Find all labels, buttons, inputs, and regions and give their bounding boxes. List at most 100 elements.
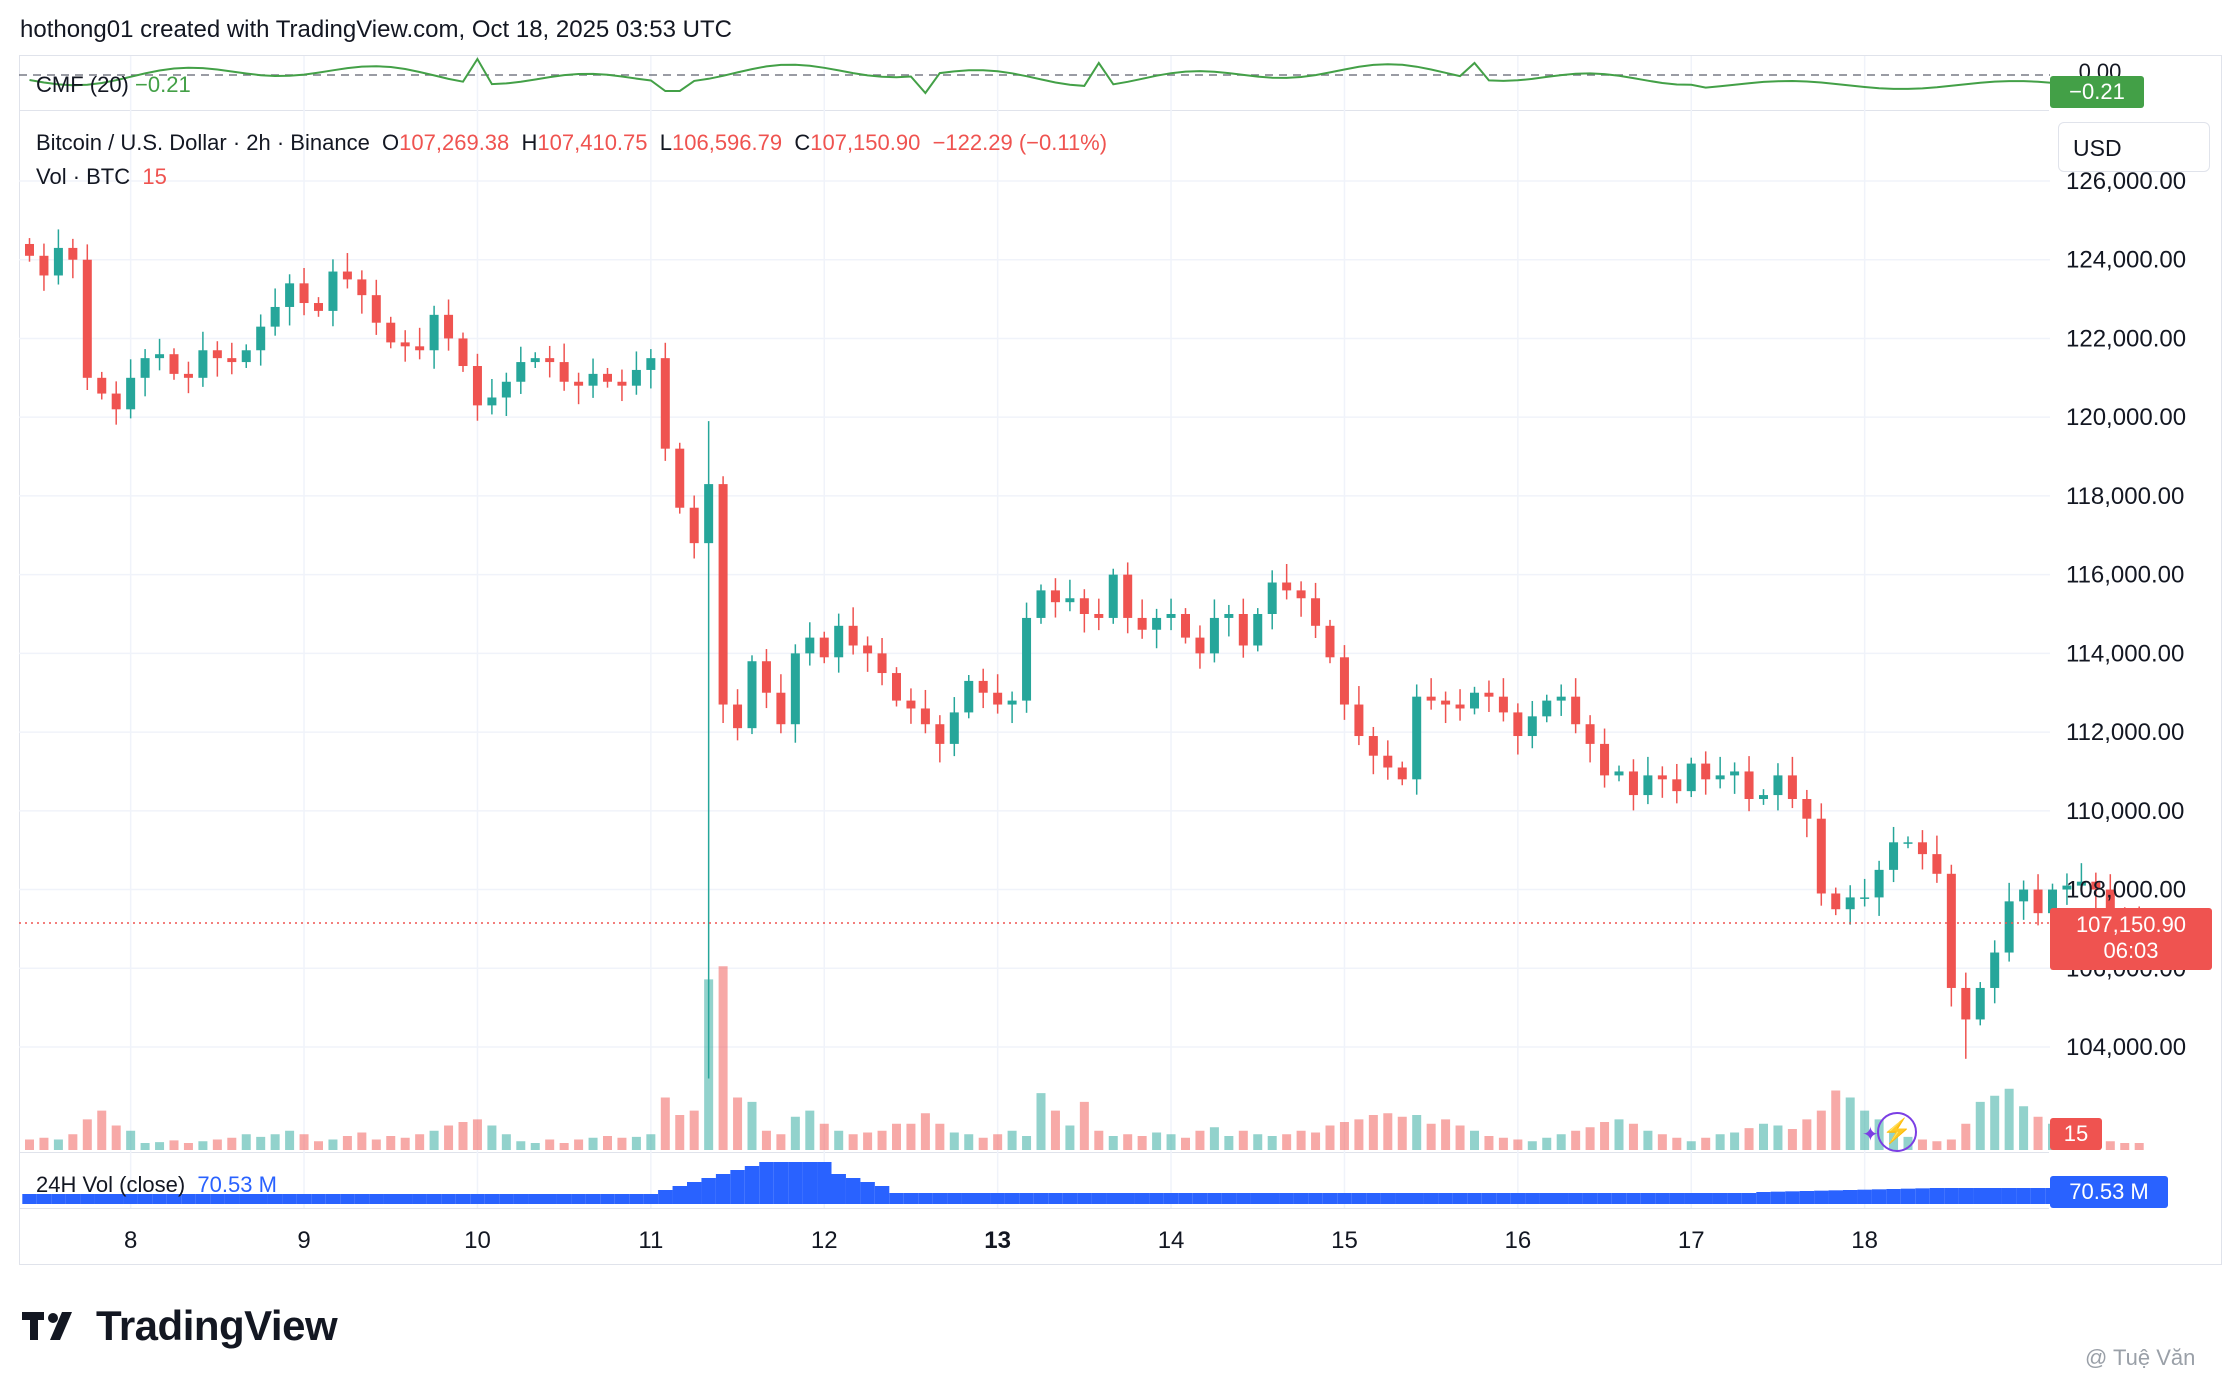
vol24-bar — [528, 1194, 543, 1204]
volume-bar — [949, 1132, 959, 1150]
vol24-bar — [137, 1194, 153, 1204]
candle-body — [400, 342, 410, 347]
volume-bar — [126, 1130, 136, 1150]
volume-bar — [978, 1137, 988, 1150]
vol24-bar — [94, 1194, 109, 1204]
lightning-icon[interactable]: ⚡ — [1877, 1112, 1917, 1152]
volume-bar — [675, 1115, 685, 1150]
candle-body — [1614, 771, 1624, 776]
vol24-bar — [1337, 1193, 1352, 1204]
x-tick-label: 10 — [464, 1227, 491, 1254]
vol24-bar — [658, 1190, 673, 1204]
candle-body — [1686, 763, 1696, 792]
candle-body — [1007, 700, 1017, 705]
volume-bar — [1354, 1119, 1364, 1150]
candle-body — [1874, 869, 1884, 898]
candle-body — [1542, 700, 1552, 717]
candle-body — [299, 283, 309, 304]
volume-bar — [660, 1097, 670, 1150]
vol24-bar — [759, 1162, 774, 1204]
volume-bar — [1152, 1132, 1162, 1150]
currency-button[interactable]: USD — [2058, 122, 2210, 172]
open-label: O — [382, 130, 400, 155]
tradingview-logo-text: TradingView — [96, 1302, 338, 1349]
vol24-bar — [1134, 1193, 1150, 1204]
vol24-bar — [123, 1194, 138, 1204]
volume-bar — [1975, 1101, 1985, 1150]
candle-body — [183, 373, 193, 378]
volume-bar — [1209, 1127, 1219, 1150]
volume-bar — [458, 1122, 468, 1150]
candle-body — [1657, 775, 1667, 780]
x-tick-label: 14 — [1158, 1227, 1185, 1254]
volume-bar — [689, 1110, 699, 1150]
candle-body — [877, 653, 887, 674]
volume-bar — [1166, 1134, 1176, 1150]
volume-bar — [1513, 1139, 1523, 1150]
vol24-bar — [1279, 1193, 1294, 1204]
vol24-bar — [282, 1194, 297, 1204]
candle-body — [1860, 897, 1870, 899]
vol24-bar — [976, 1193, 991, 1204]
candle-body — [617, 381, 627, 386]
candle-body — [1181, 614, 1190, 638]
candle-body — [704, 484, 714, 544]
volume-bar — [892, 1123, 901, 1150]
x-tick-label: 11 — [638, 1227, 663, 1254]
candle-body — [1267, 582, 1277, 614]
candle-body — [848, 625, 858, 646]
vol24-bar — [1033, 1193, 1049, 1204]
vol24-bar — [1814, 1190, 1829, 1204]
vol24-bar — [181, 1194, 196, 1204]
vol24-label: 24H Vol (close) — [36, 1172, 186, 1197]
candle-body — [1108, 574, 1118, 618]
candle-body — [1253, 614, 1263, 646]
candle-body — [155, 354, 165, 359]
candle-body — [1802, 799, 1812, 819]
vol24-bar — [1698, 1193, 1713, 1204]
volume-bar — [1816, 1110, 1826, 1150]
volume-bar — [1657, 1134, 1667, 1150]
candle-body — [733, 704, 743, 729]
volume-bar — [386, 1136, 396, 1150]
symbol-title[interactable]: Bitcoin / U.S. Dollar · 2h · Binance — [36, 130, 370, 155]
candle-body — [978, 680, 988, 693]
candle-body — [1845, 897, 1855, 910]
vol24-bar — [455, 1194, 471, 1204]
volume-bar — [1267, 1136, 1277, 1150]
volume-bar — [328, 1139, 338, 1150]
vol24-bar — [1510, 1193, 1526, 1204]
candle-body — [790, 653, 800, 725]
volume-bar — [1773, 1125, 1783, 1150]
volume-bar — [2033, 1116, 2043, 1150]
vol24-bar — [860, 1182, 875, 1204]
volume-bar — [1470, 1130, 1479, 1150]
x-tick-label: 13 — [984, 1227, 1011, 1254]
vol24-bar — [1308, 1193, 1323, 1204]
candle-body — [82, 259, 92, 378]
sparkle-icon: ✦ — [1862, 1124, 1879, 1146]
vol24-bar — [1409, 1193, 1424, 1204]
vol24-bar — [513, 1194, 529, 1204]
candle-body — [256, 326, 266, 351]
vol24-bar — [383, 1194, 398, 1204]
volume-bar — [993, 1134, 1003, 1150]
candle-body — [1628, 771, 1638, 796]
candle-body — [1816, 818, 1826, 894]
vol24-bar — [1669, 1193, 1685, 1204]
volume-bar — [906, 1123, 916, 1150]
volume-bar — [2120, 1143, 2130, 1150]
volume-bar — [1007, 1130, 1017, 1150]
volume-bar — [834, 1130, 844, 1150]
high-label: H — [521, 130, 538, 155]
vol24-bar — [80, 1194, 95, 1204]
close-value: 107,150.90 — [810, 130, 921, 155]
volume-bar — [183, 1143, 193, 1150]
vol24-bar — [210, 1194, 225, 1204]
candle-body — [1672, 779, 1682, 792]
vol24-bar — [470, 1194, 485, 1204]
vol24-bar — [1438, 1193, 1453, 1204]
vol24-bar — [715, 1174, 731, 1204]
tradingview-logo[interactable]: TradingView — [22, 1302, 338, 1350]
